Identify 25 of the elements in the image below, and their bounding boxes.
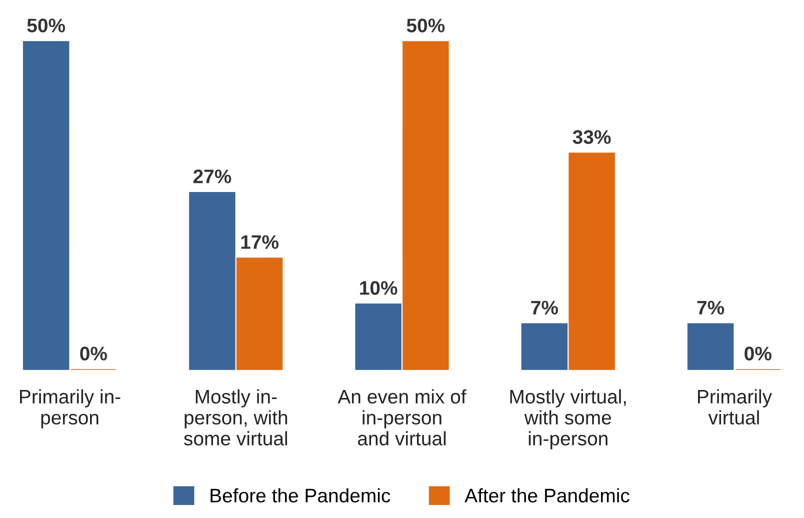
bar	[521, 323, 568, 370]
x-tick-label: Primarily virtual	[698, 389, 772, 425]
data-label: 0%	[80, 346, 107, 360]
bar	[236, 258, 283, 370]
data-label: 7%	[531, 300, 558, 314]
bar	[22, 41, 70, 370]
data-label: 0%	[744, 346, 772, 360]
x-tick-label: Primarily in- person	[20, 389, 120, 428]
bar	[568, 152, 615, 370]
legend-label: Before the Pandemic	[210, 488, 390, 502]
data-label: 10%	[360, 281, 398, 295]
bar	[402, 41, 449, 370]
data-label: 27%	[193, 170, 232, 184]
x-tick-label: An even mix of in-person and virtual	[338, 389, 466, 446]
data-label: 50%	[27, 18, 66, 32]
x-tick-label: Mostly in- person, with some virtual	[184, 389, 288, 446]
x-tick-label: Mostly virtual, with some in-person	[510, 389, 626, 450]
bar	[189, 192, 236, 370]
data-label: 33%	[572, 130, 611, 144]
data-label: 50%	[406, 18, 445, 32]
bar	[687, 323, 734, 370]
data-label: 17%	[241, 235, 279, 249]
data-label: 7%	[697, 300, 724, 314]
legend-label: After the Pandemic	[464, 488, 630, 502]
bar	[355, 304, 402, 370]
